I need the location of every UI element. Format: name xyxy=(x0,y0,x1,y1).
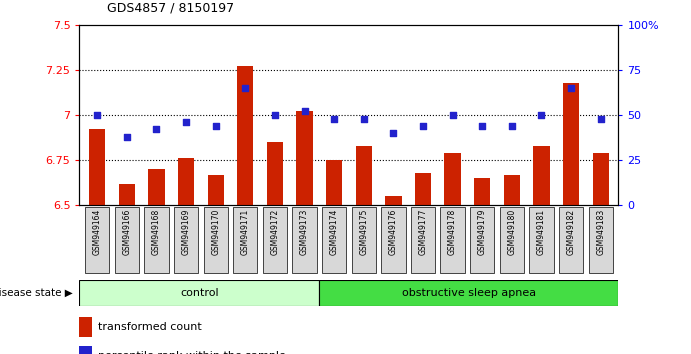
Text: GSM949166: GSM949166 xyxy=(122,209,131,255)
Point xyxy=(269,112,281,118)
Point xyxy=(565,85,576,91)
Point xyxy=(122,134,133,139)
Point xyxy=(180,119,191,125)
Point xyxy=(358,116,369,121)
Point xyxy=(329,116,340,121)
Bar xyxy=(444,153,461,205)
FancyBboxPatch shape xyxy=(440,207,465,273)
Bar xyxy=(296,112,312,205)
Text: GSM949170: GSM949170 xyxy=(211,209,220,255)
FancyBboxPatch shape xyxy=(174,207,198,273)
Bar xyxy=(267,142,283,205)
Text: percentile rank within the sample: percentile rank within the sample xyxy=(98,351,286,354)
Point xyxy=(595,116,606,121)
Text: GSM949181: GSM949181 xyxy=(537,209,546,255)
Bar xyxy=(385,196,401,205)
FancyBboxPatch shape xyxy=(589,207,613,273)
Text: GSM949178: GSM949178 xyxy=(448,209,457,255)
Bar xyxy=(592,153,609,205)
Point xyxy=(388,130,399,136)
Point xyxy=(417,123,428,129)
Point xyxy=(240,85,251,91)
Text: GSM949168: GSM949168 xyxy=(152,209,161,255)
Point xyxy=(536,112,547,118)
Point xyxy=(151,127,162,132)
Text: GSM949175: GSM949175 xyxy=(359,209,368,255)
Bar xyxy=(79,317,91,337)
Bar xyxy=(149,169,164,205)
Bar xyxy=(79,346,91,354)
Bar xyxy=(533,146,549,205)
Text: GSM949176: GSM949176 xyxy=(389,209,398,255)
Bar xyxy=(415,173,431,205)
Text: GSM949169: GSM949169 xyxy=(182,209,191,255)
Text: GDS4857 / 8150197: GDS4857 / 8150197 xyxy=(107,1,234,14)
Text: GSM949174: GSM949174 xyxy=(330,209,339,255)
Point xyxy=(507,123,518,129)
Text: GSM949172: GSM949172 xyxy=(270,209,279,255)
FancyBboxPatch shape xyxy=(204,207,228,273)
Text: GSM949171: GSM949171 xyxy=(240,209,250,255)
FancyBboxPatch shape xyxy=(500,207,524,273)
Text: GSM949182: GSM949182 xyxy=(567,209,576,255)
Text: GSM949179: GSM949179 xyxy=(477,209,486,255)
FancyBboxPatch shape xyxy=(352,207,376,273)
Bar xyxy=(178,158,194,205)
Text: GSM949180: GSM949180 xyxy=(507,209,516,255)
Text: obstructive sleep apnea: obstructive sleep apnea xyxy=(401,288,536,298)
FancyBboxPatch shape xyxy=(529,207,553,273)
FancyBboxPatch shape xyxy=(292,207,316,273)
Text: GSM949173: GSM949173 xyxy=(300,209,309,255)
FancyBboxPatch shape xyxy=(115,207,139,273)
FancyBboxPatch shape xyxy=(559,207,583,273)
FancyBboxPatch shape xyxy=(85,207,109,273)
Bar xyxy=(504,175,520,205)
Point xyxy=(92,112,103,118)
FancyBboxPatch shape xyxy=(263,207,287,273)
FancyBboxPatch shape xyxy=(470,207,494,273)
Text: GSM949183: GSM949183 xyxy=(596,209,605,255)
Bar xyxy=(474,178,491,205)
Text: control: control xyxy=(180,288,218,298)
Bar xyxy=(89,130,105,205)
Bar xyxy=(79,280,319,306)
Bar xyxy=(319,280,618,306)
FancyBboxPatch shape xyxy=(381,207,406,273)
Bar xyxy=(356,146,372,205)
Point xyxy=(447,112,458,118)
Text: GSM949177: GSM949177 xyxy=(419,209,428,255)
FancyBboxPatch shape xyxy=(411,207,435,273)
Bar xyxy=(119,184,135,205)
Bar xyxy=(207,175,224,205)
Text: GSM949164: GSM949164 xyxy=(93,209,102,255)
Text: transformed count: transformed count xyxy=(98,322,202,332)
FancyBboxPatch shape xyxy=(233,207,258,273)
Point xyxy=(299,109,310,114)
Bar xyxy=(237,66,254,205)
FancyBboxPatch shape xyxy=(144,207,169,273)
Bar xyxy=(326,160,342,205)
FancyBboxPatch shape xyxy=(322,207,346,273)
Bar xyxy=(563,82,579,205)
Text: disease state ▶: disease state ▶ xyxy=(0,288,73,298)
Point xyxy=(477,123,488,129)
Point xyxy=(210,123,221,129)
